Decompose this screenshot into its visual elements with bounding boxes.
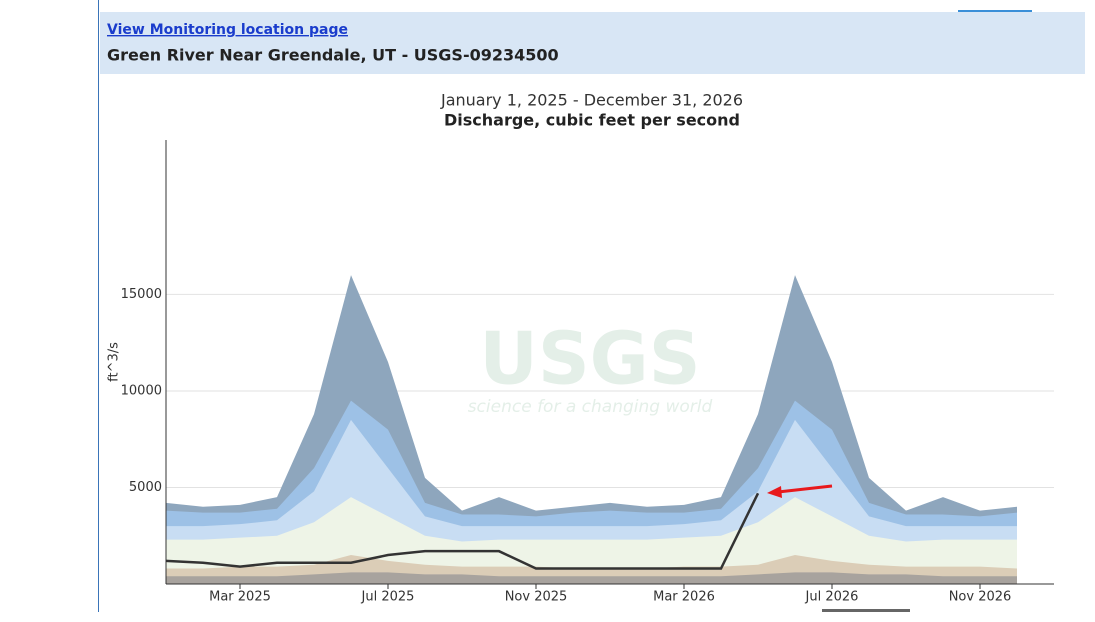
location-link[interactable]: View Monitoring location page xyxy=(107,22,348,38)
annotation-arrow xyxy=(777,484,833,494)
percentile-band xyxy=(166,572,1017,584)
x-tick-label: Nov 2025 xyxy=(505,590,568,605)
location-title: Green River Near Greendale, UT - USGS-09… xyxy=(107,46,559,65)
x-tick-label: Mar 2025 xyxy=(209,590,271,605)
annotation-arrowhead xyxy=(767,486,782,498)
discharge-line xyxy=(165,492,760,570)
tab-indicator xyxy=(958,10,1032,12)
y-axis-label: ft^3/s xyxy=(107,342,122,382)
y-tick-label: 10000 xyxy=(121,383,162,398)
x-tick-label: Jul 2026 xyxy=(805,590,859,605)
chart-title: Discharge, cubic feet per second xyxy=(444,111,740,130)
x-tick-label: Jul 2025 xyxy=(361,590,415,605)
x-tick-label: Nov 2026 xyxy=(949,590,1012,605)
x-tick-label: Mar 2026 xyxy=(653,590,715,605)
header-bar xyxy=(100,12,1085,74)
scroll-indicator xyxy=(822,609,910,612)
watermark-tagline: science for a changing world xyxy=(468,397,713,417)
watermark-logo: USGS xyxy=(479,317,700,401)
y-tick-label: 5000 xyxy=(129,480,162,495)
chart-subtitle: January 1, 2025 - December 31, 2026 xyxy=(440,91,743,110)
y-tick-label: 15000 xyxy=(121,287,162,302)
